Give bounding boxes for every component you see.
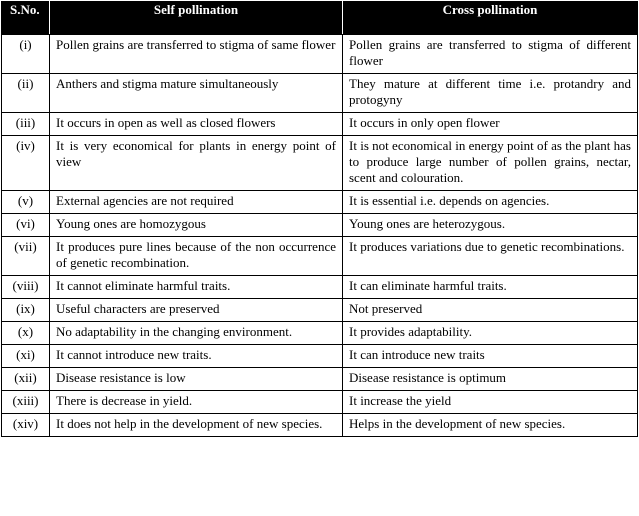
row-cross-pollination: It can eliminate harmful traits. <box>342 275 638 299</box>
header-sno: S.No. <box>1 1 50 35</box>
row-self-pollination: Useful characters are preserved <box>49 298 343 322</box>
row-cross-pollination: Not preserved <box>342 298 638 322</box>
row-sno: (viii) <box>1 275 50 299</box>
row-self-pollination: External agencies are not required <box>49 190 343 214</box>
row-sno: (xi) <box>1 344 50 368</box>
row-self-pollination: There is decrease in yield. <box>49 390 343 414</box>
row-sno: (xiii) <box>1 390 50 414</box>
row-sno: (vii) <box>1 236 50 276</box>
row-self-pollination: It cannot introduce new traits. <box>49 344 343 368</box>
row-self-pollination: It produces pure lines because of the no… <box>49 236 343 276</box>
row-cross-pollination: It is not economical in energy point of … <box>342 135 638 191</box>
row-self-pollination: It cannot eliminate harmful traits. <box>49 275 343 299</box>
row-sno: (x) <box>1 321 50 345</box>
row-cross-pollination: It occurs in only open flower <box>342 112 638 136</box>
table-row: (xi) It cannot introduce new traits. It ca… <box>1 344 638 368</box>
header-cross-pollination: Cross pollination <box>342 1 638 35</box>
table-row: (xii) Disease resistance is low Disease re… <box>1 367 638 391</box>
table-row: (iii) It occurs in open as well as closed… <box>1 112 638 136</box>
row-sno: (iii) <box>1 112 50 136</box>
table-row: (xiii) There is decrease in yield. It incr… <box>1 390 638 414</box>
row-sno: (xiv) <box>1 413 50 437</box>
header-self-pollination: Self pollination <box>49 1 343 35</box>
row-cross-pollination: Disease resistance is optimum <box>342 367 638 391</box>
table-row: (vii) It produces pure lines because of t… <box>1 236 638 276</box>
table-row: (xiv) It does not help in the development… <box>1 413 638 437</box>
row-self-pollination: No adaptability in the changing environm… <box>49 321 343 345</box>
row-sno: (v) <box>1 190 50 214</box>
row-cross-pollination: It provides adaptability. <box>342 321 638 345</box>
row-cross-pollination: It produces variations due to genetic re… <box>342 236 638 276</box>
row-cross-pollination: It can introduce new traits <box>342 344 638 368</box>
row-sno: (vi) <box>1 213 50 237</box>
comparison-table: S.No. Self pollination Cross pollination… <box>1 1 638 437</box>
row-cross-pollination: They mature at different time i.e. prota… <box>342 73 638 113</box>
table-row: (v) External agencies are not required It … <box>1 190 638 214</box>
row-cross-pollination: Pollen grains are transferred to stigma … <box>342 34 638 74</box>
row-sno: (xii) <box>1 367 50 391</box>
row-cross-pollination: Helps in the development of new species. <box>342 413 638 437</box>
row-self-pollination: It occurs in open as well as closed flow… <box>49 112 343 136</box>
table-row: (ix) Useful characters are preserved Not p… <box>1 298 638 322</box>
row-self-pollination: Anthers and stigma mature simultaneously <box>49 73 343 113</box>
header-row: S.No. Self pollination Cross pollination <box>1 1 638 35</box>
row-self-pollination: It is very economical for plants in ener… <box>49 135 343 191</box>
row-self-pollination: Disease resistance is low <box>49 367 343 391</box>
table-body: (i) Pollen grains are transferred to stig… <box>1 34 638 437</box>
row-self-pollination: Pollen grains are transferred to stigma … <box>49 34 343 74</box>
table-row: (vi) Young ones are homozygous Young ones … <box>1 213 638 237</box>
row-cross-pollination: It is essential i.e. depends on agencies… <box>342 190 638 214</box>
row-cross-pollination: Young ones are heterozygous. <box>342 213 638 237</box>
table-row: (i) Pollen grains are transferred to stig… <box>1 34 638 74</box>
table-row: (ii) Anthers and stigma mature simultaneo… <box>1 73 638 113</box>
row-self-pollination: Young ones are homozygous <box>49 213 343 237</box>
row-sno: (i) <box>1 34 50 74</box>
row-self-pollination: It does not help in the development of n… <box>49 413 343 437</box>
row-sno: (iv) <box>1 135 50 191</box>
table-row: (x) No adaptability in the changing envir… <box>1 321 638 345</box>
table-row: (viii) It cannot eliminate harmful traits… <box>1 275 638 299</box>
row-sno: (ii) <box>1 73 50 113</box>
row-cross-pollination: It increase the yield <box>342 390 638 414</box>
row-sno: (ix) <box>1 298 50 322</box>
table-row: (iv) It is very economical for plants in … <box>1 135 638 191</box>
